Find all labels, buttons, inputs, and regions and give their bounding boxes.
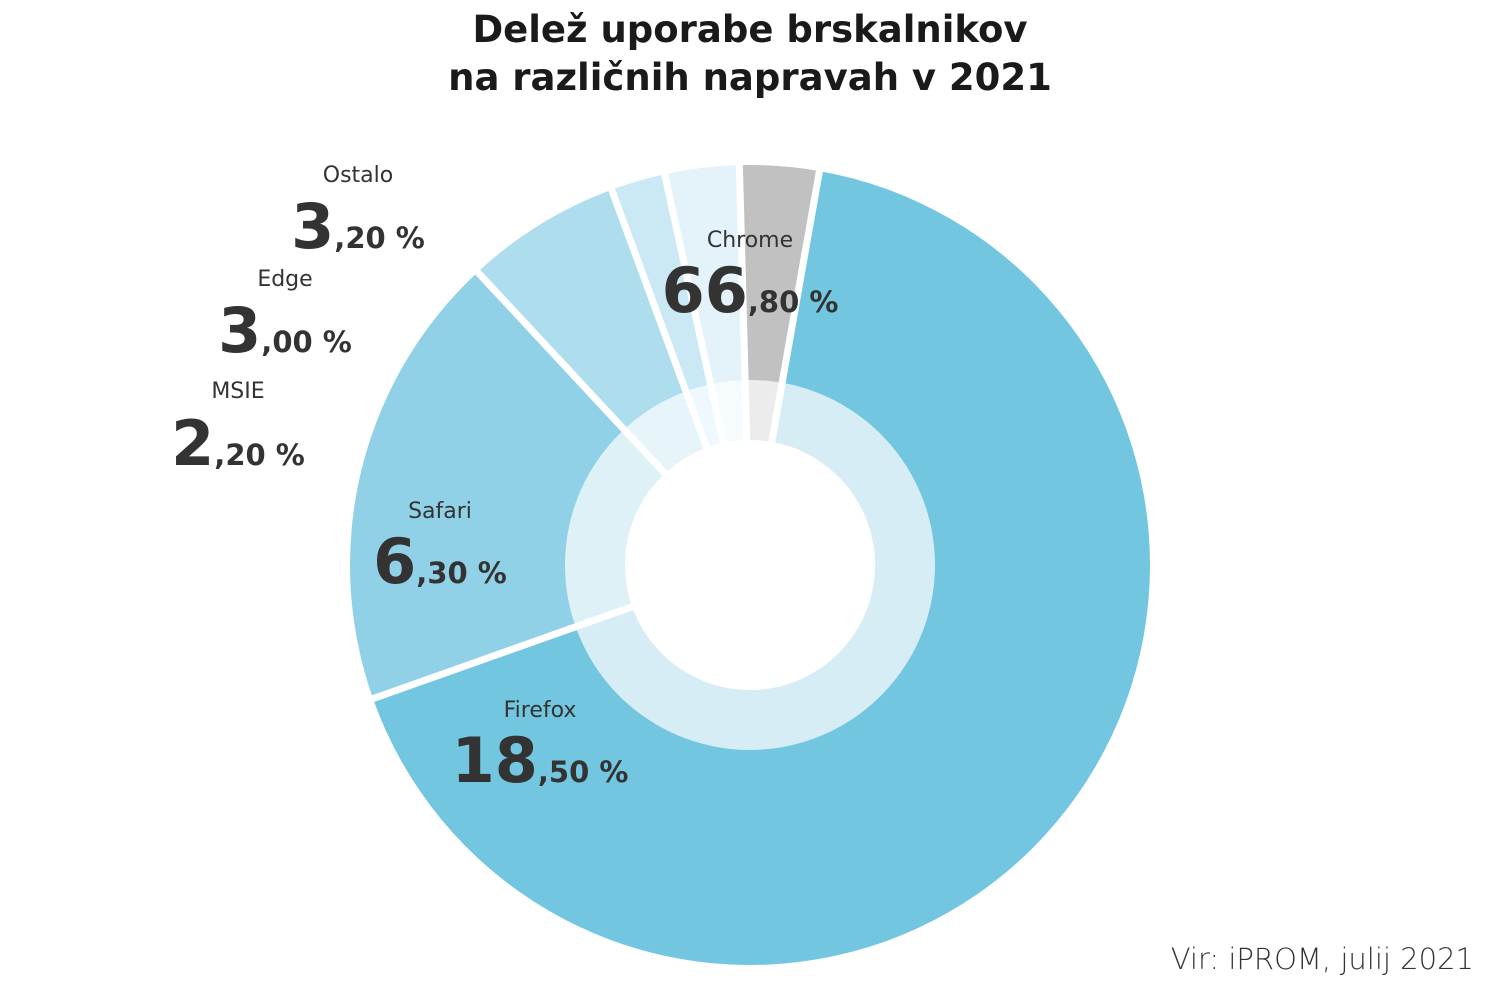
slice-name-firefox: Firefox [504,698,577,723]
slice-value-dec-ostalo: ,20 % [334,221,425,255]
slice-value-dec-msie: ,20 % [214,438,305,472]
slice-value-int-chrome: 66 [662,254,748,327]
chart-title-line-1: Delež uporabe brskalnikov [472,8,1028,51]
slice-separator [606,184,711,451]
slice-value-int-safari: 6 [373,525,416,598]
slice-value-dec-safari: ,30 % [416,556,507,590]
slice-value-edge: 3,00 % [218,294,352,367]
slice-value-firefox: 18,50 % [452,724,629,797]
slice-separator [660,169,728,446]
slice-value-dec-edge: ,00 % [261,325,352,359]
slice-name-msie: MSIE [211,379,264,404]
slice-name-ostalo: Ostalo [323,163,393,188]
slice-name-safari: Safari [408,499,472,524]
slice-separator [472,266,669,478]
slice-separators [368,161,824,704]
slice-name-chrome: Chrome [707,228,793,253]
slice-value-chrome: 66,80 % [662,254,839,327]
donut-hole [625,440,875,690]
slice-name-edge: Edge [257,267,312,292]
slice-value-int-edge: 3 [218,294,261,367]
slice-value-int-msie: 2 [171,407,214,480]
slice-value-dec-chrome: ,80 % [748,285,839,319]
source-note: Vir: iPROM, julij 2021 [1170,942,1474,976]
slice-separator [735,161,751,443]
slice-value-int-firefox: 18 [452,724,538,797]
slice-value-msie: 2,20 % [171,407,305,480]
slice-value-ostalo: 3,20 % [291,190,425,263]
slice-value-safari: 6,30 % [373,525,507,598]
chart-title: Delež uporabe brskalnikov na različnih n… [0,6,1500,102]
chart-title-line-2: na različnih napravah v 2021 [448,56,1052,99]
slice-value-int-ostalo: 3 [291,190,334,263]
slice-separator [767,166,824,445]
slice-value-dec-firefox: ,50 % [538,755,629,789]
slice-separator [368,602,636,704]
